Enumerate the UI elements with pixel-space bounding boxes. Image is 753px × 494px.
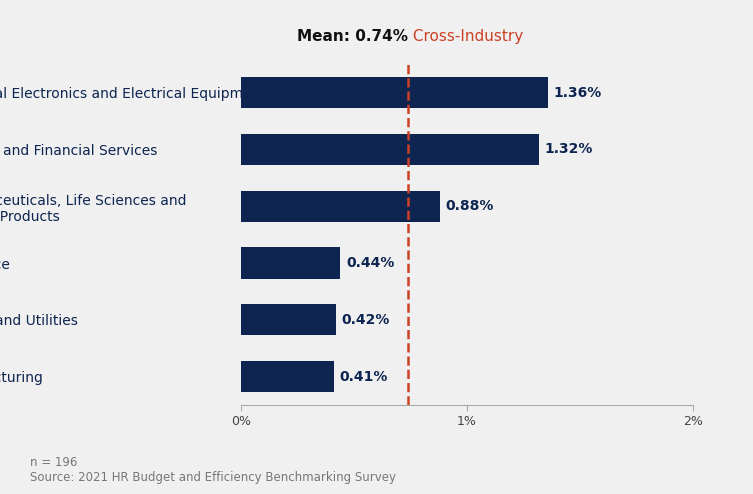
Bar xyxy=(241,134,539,165)
Text: 0.41%: 0.41% xyxy=(339,370,388,384)
Text: n = 196
Source: 2021 HR Budget and Efficiency Benchmarking Survey: n = 196 Source: 2021 HR Budget and Effic… xyxy=(30,456,396,484)
Text: 1.36%: 1.36% xyxy=(553,85,602,100)
Bar xyxy=(241,77,548,108)
Text: 0.44%: 0.44% xyxy=(346,256,395,270)
Text: 1.32%: 1.32% xyxy=(545,142,593,157)
Bar xyxy=(241,361,334,392)
Text: Cross-Industry: Cross-Industry xyxy=(408,29,523,44)
Bar xyxy=(241,191,440,222)
Text: Mean: 0.74%: Mean: 0.74% xyxy=(297,29,408,44)
Bar xyxy=(241,304,336,335)
Bar xyxy=(241,247,340,279)
Text: 0.42%: 0.42% xyxy=(341,313,390,327)
Text: 0.88%: 0.88% xyxy=(446,199,494,213)
